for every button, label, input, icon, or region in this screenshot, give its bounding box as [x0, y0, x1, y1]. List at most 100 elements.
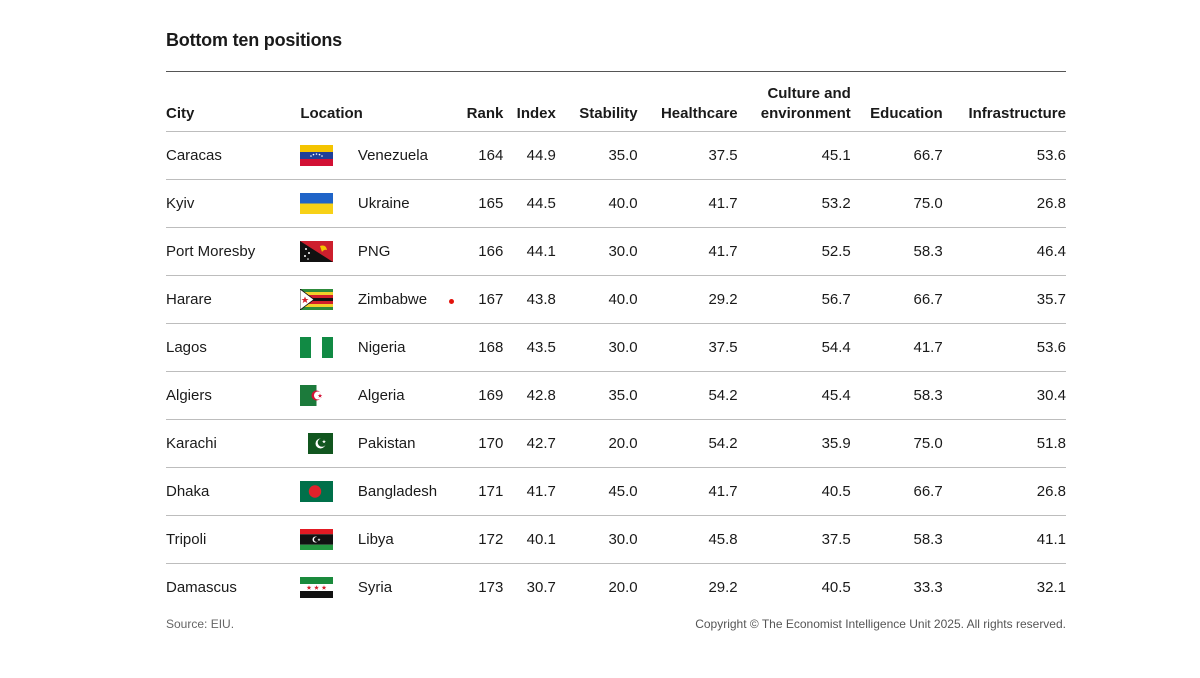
stability-cell: 30.0	[555, 323, 638, 372]
source-note: Source: EIU.	[166, 617, 235, 631]
healthcare-cell: 29.2	[637, 275, 738, 324]
index-cell: 44.1	[503, 227, 556, 276]
city-cell: Dhaka	[166, 467, 301, 516]
healthcare-cell: 41.7	[637, 227, 738, 276]
culture-cell: 56.7	[737, 275, 851, 324]
culture-cell: 37.5	[737, 515, 851, 564]
table-row: Harare Zimbabwe 167 43.8 40.0 29.2 56.7 66.7 35.…	[166, 275, 1066, 324]
rank-value: 167	[478, 291, 504, 308]
infrastructure-cell: 53.6	[942, 323, 1066, 372]
venezuela-flag-icon	[300, 145, 334, 166]
rank-cell: 169	[458, 371, 504, 420]
bangladesh-flag-icon	[300, 481, 334, 502]
rank-cell: 172	[458, 515, 504, 564]
rank-cell: 170	[458, 419, 504, 468]
location-cell: Ukraine	[357, 179, 459, 228]
table-row: Lagos Nigeria 168 43.5 30.0 37.5 54.4 41.7 53.6	[166, 323, 1066, 372]
col-header-culture-line2: environment	[760, 105, 851, 122]
index-cell: 40.1	[503, 515, 556, 564]
healthcare-cell: 37.5	[637, 131, 738, 180]
flag-cell	[300, 467, 358, 516]
education-cell: 66.7	[850, 467, 943, 516]
flag-cell	[300, 227, 358, 276]
col-header-culture-line1: Culture and	[767, 85, 851, 102]
healthcare-cell: 29.2	[708, 579, 738, 596]
location-cell: PNG	[357, 227, 459, 276]
education-cell: 41.7	[850, 323, 943, 372]
index-cell: 42.7	[503, 419, 556, 468]
rank-cell: 166	[458, 227, 504, 276]
index-cell: 44.9	[503, 131, 556, 180]
table-row: Damascus Syria 173 30.7 20.0 29.2 40.5 33.3 32.1	[166, 564, 1066, 612]
syria-flag-icon	[300, 577, 334, 598]
figure-title: Bottom ten positions	[166, 30, 342, 50]
education-cell: 58.3	[850, 227, 943, 276]
education-cell: 66.7	[850, 131, 943, 180]
education-cell: 66.7	[850, 275, 943, 324]
flag-cell	[300, 179, 358, 228]
location-cell: Libya	[357, 515, 459, 564]
pakistan-flag-icon	[300, 433, 334, 454]
col-header-location: Location	[300, 84, 459, 132]
education-cell: 75.0	[850, 419, 943, 468]
city-cell: Lagos	[166, 323, 301, 372]
index-cell: 43.8	[503, 275, 556, 324]
table-body: Caracas Venezuela 164 44.9 35.0 37.5 45.1 66.7 5…	[166, 131, 1066, 612]
rank-cell: 164	[458, 131, 504, 180]
col-header-education: Education	[850, 84, 943, 132]
copyright-note: Copyright © The Economist Intelligence U…	[695, 617, 1066, 631]
healthcare-cell: 54.2	[637, 419, 738, 468]
ranking-table: City Location Rank Index Stability Healt…	[166, 84, 1066, 611]
infrastructure-cell: 30.4	[942, 371, 1066, 420]
table-row: Tripoli Libya 172 40.1 30.0 45.8 37.5 58.3 41.1	[166, 515, 1066, 564]
libya-flag-icon	[300, 529, 334, 550]
infrastructure-cell: 26.8	[942, 467, 1066, 516]
flag-cell	[300, 371, 358, 420]
col-header-culture: Culture and environment	[737, 84, 851, 132]
city-cell: Tripoli	[166, 515, 301, 564]
healthcare-cell: 41.7	[637, 179, 738, 228]
table-row: Karachi Pakistan 170 42.7 20.0 54.2 35.9 75.0 51…	[166, 419, 1066, 468]
rank-cell: 165	[458, 179, 504, 228]
stability-cell: 40.0	[555, 179, 638, 228]
culture-cell: 52.5	[737, 227, 851, 276]
col-header-healthcare: Healthcare	[637, 84, 738, 132]
education-cell: 75.0	[850, 179, 943, 228]
healthcare-cell: 54.2	[637, 371, 738, 420]
healthcare-cell: 45.8	[637, 515, 738, 564]
city-cell: Caracas	[166, 131, 301, 180]
stability-cell: 35.0	[555, 371, 638, 420]
education-cell: 58.3	[850, 371, 943, 420]
flag-cell	[300, 515, 358, 564]
stability-cell: 30.0	[555, 515, 638, 564]
flag-cell	[300, 564, 358, 612]
index-cell: 41.7	[503, 467, 556, 516]
algeria-flag-icon	[300, 385, 334, 406]
healthcare-cell: 41.7	[637, 467, 738, 516]
culture-cell: 53.2	[737, 179, 851, 228]
index-cell: 42.8	[503, 371, 556, 420]
culture-cell: 45.1	[737, 131, 851, 180]
infrastructure-cell: 32.1	[1036, 579, 1066, 596]
zimbabwe-flag-icon	[300, 289, 334, 310]
infrastructure-cell: 53.6	[942, 131, 1066, 180]
index-cell: 43.5	[503, 323, 556, 372]
rank-cell: 168	[458, 323, 504, 372]
culture-cell: 54.4	[737, 323, 851, 372]
culture-cell: 35.9	[737, 419, 851, 468]
nigeria-flag-icon	[300, 337, 334, 358]
rank-cell: 167	[448, 275, 504, 324]
education-cell: 33.3	[913, 579, 943, 596]
location-cell: Venezuela	[357, 131, 459, 180]
culture-cell: 45.4	[737, 371, 851, 420]
flag-cell	[300, 419, 358, 468]
healthcare-cell: 37.5	[637, 323, 738, 372]
city-cell: Port Moresby	[166, 227, 301, 276]
infrastructure-cell: 46.4	[942, 227, 1066, 276]
location-cell: Nigeria	[357, 323, 459, 372]
rank-cell: 171	[458, 467, 504, 516]
location-cell: Syria	[357, 579, 393, 596]
education-cell: 58.3	[850, 515, 943, 564]
top-rule	[166, 71, 1066, 72]
city-cell: Kyiv	[166, 179, 301, 228]
